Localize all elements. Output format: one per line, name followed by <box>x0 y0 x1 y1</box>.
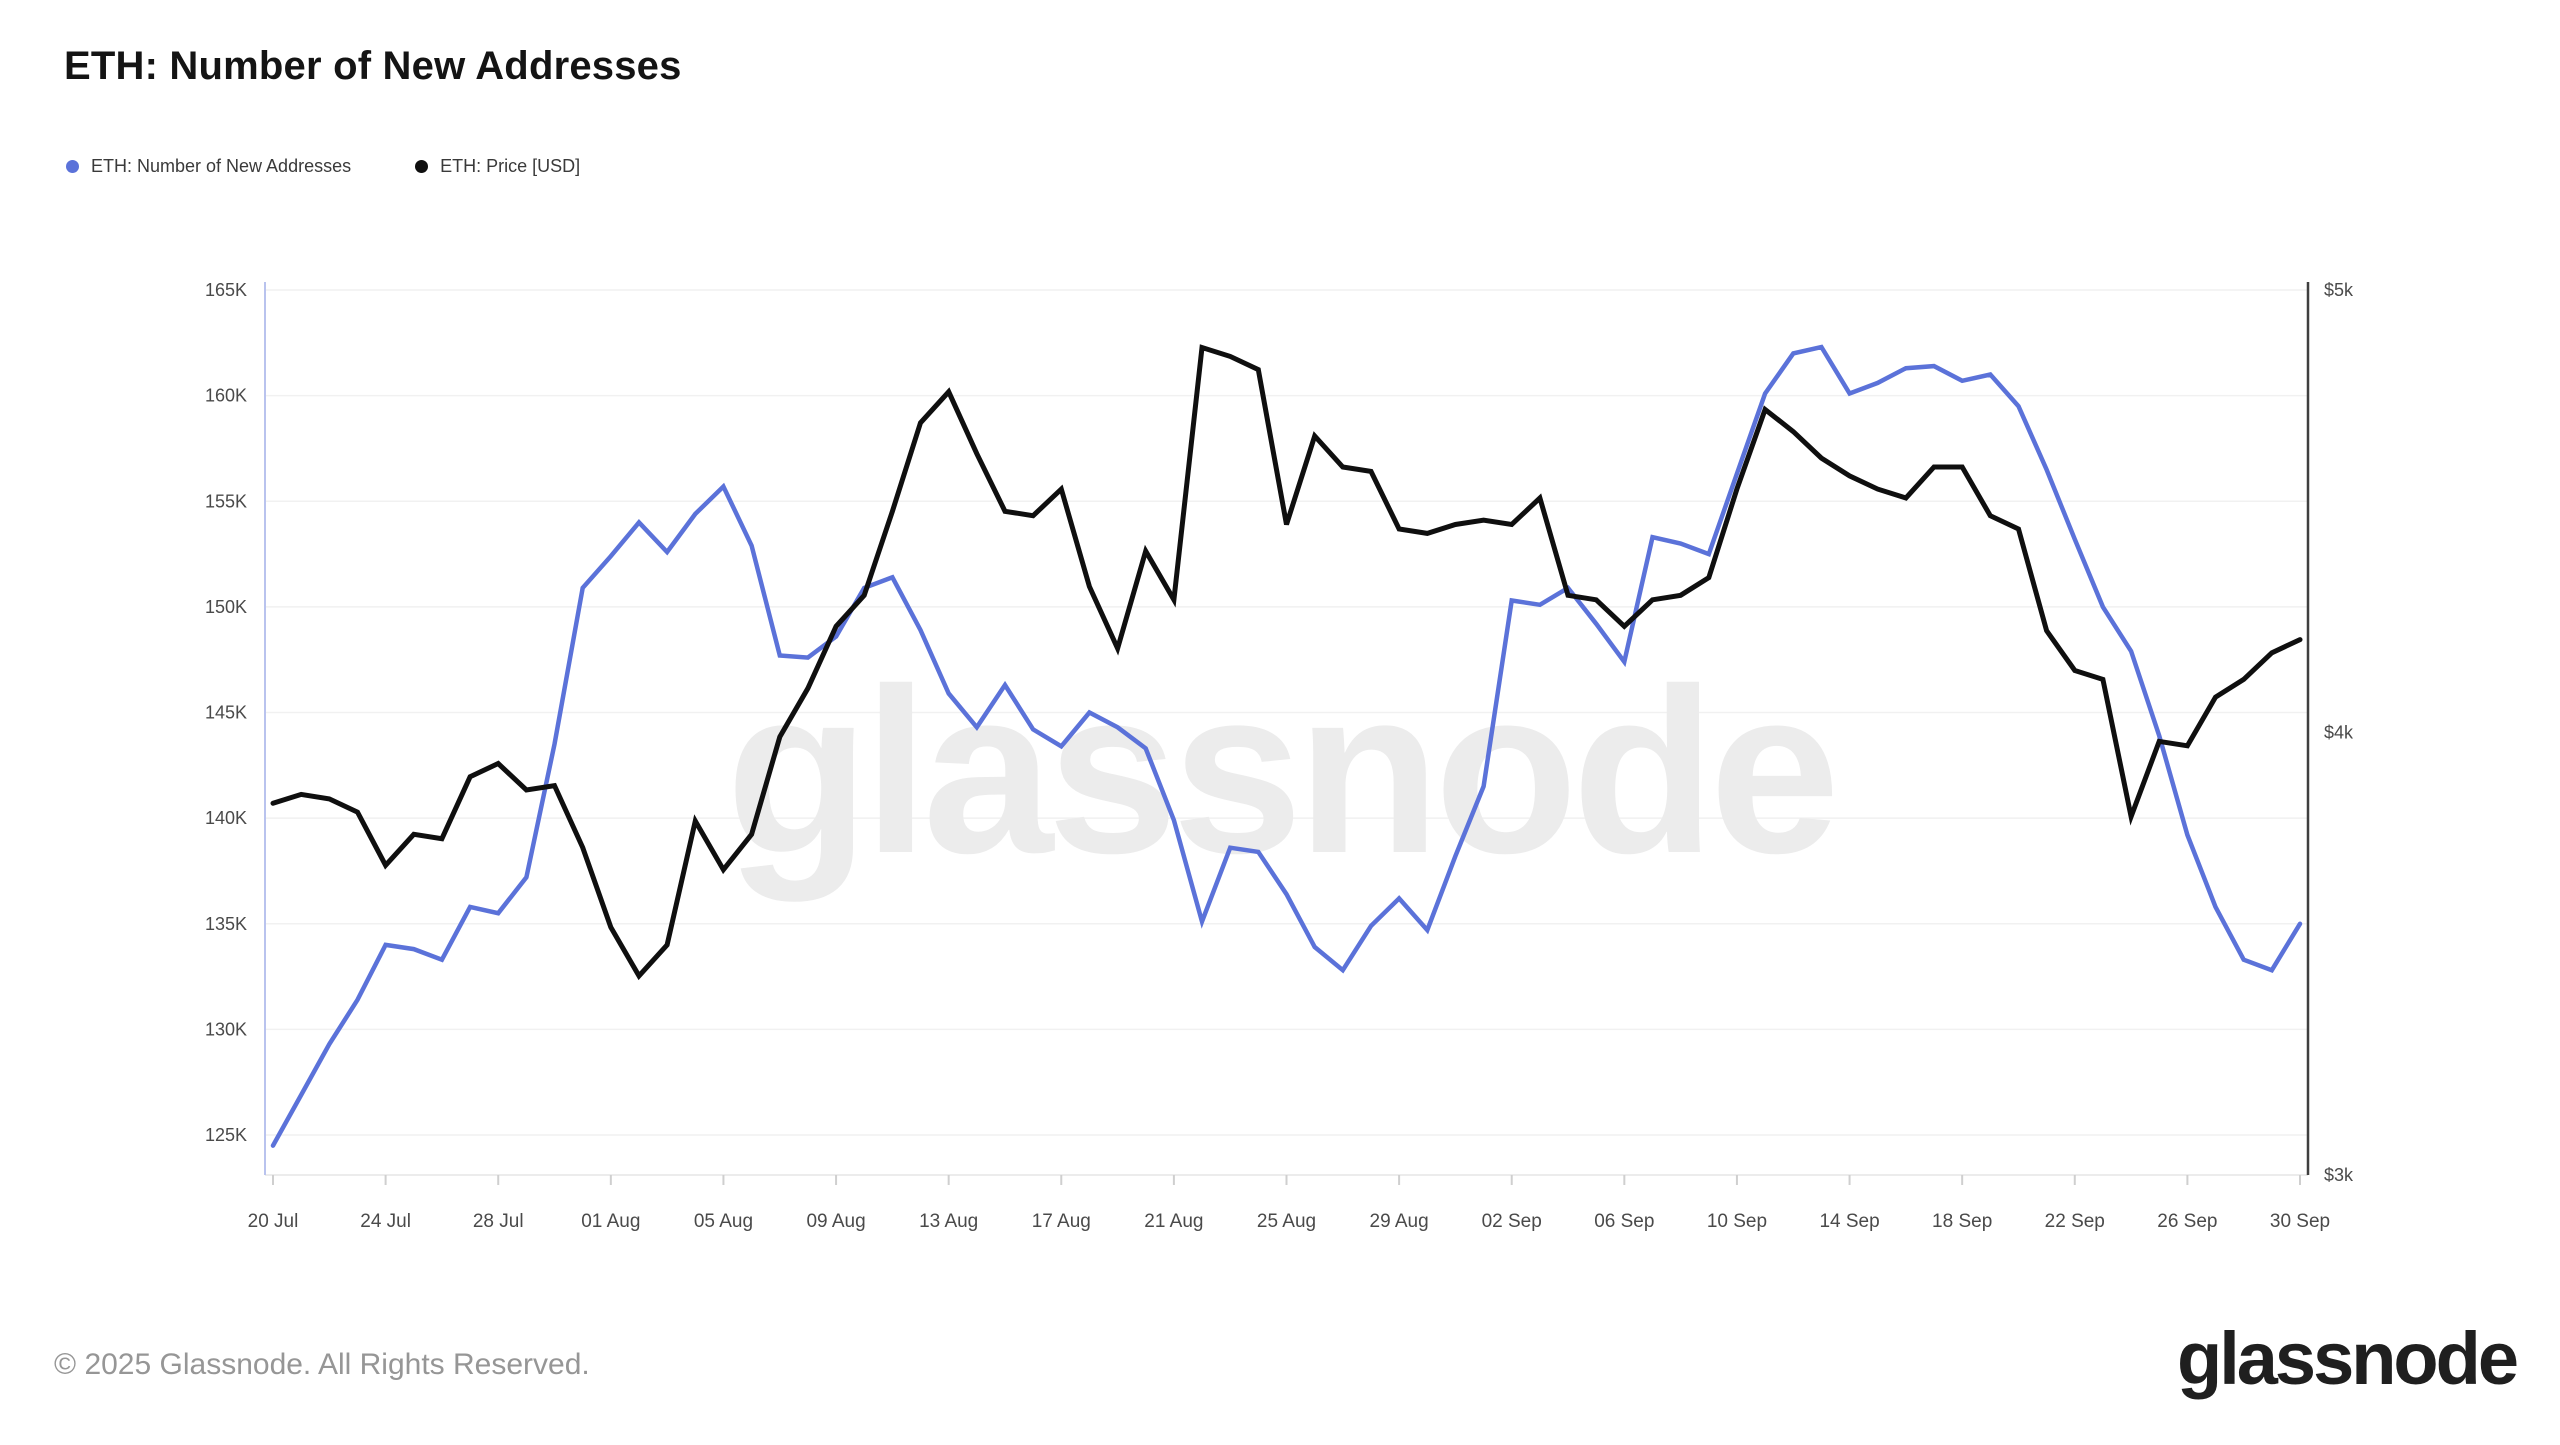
y-axis-right-tick-label: $5k <box>2324 280 2354 300</box>
x-axis-tick-label: 18 Sep <box>1932 1211 1992 1232</box>
y-axis-left-tick-label: 130K <box>205 1019 247 1039</box>
y-axis-left-tick-label: 165K <box>205 280 247 300</box>
glassnode-logo: glassnode <box>2177 1317 2519 1400</box>
series-line-eth-price <box>270 344 2303 981</box>
x-axis-tick-label: 10 Sep <box>1707 1211 1767 1232</box>
x-axis-tick-label: 13 Aug <box>919 1211 978 1232</box>
legend-dot-icon <box>415 160 429 173</box>
y-axis-left-tick-label: 150K <box>205 597 247 617</box>
x-axis-tick-label: 30 Sep <box>2270 1211 2330 1232</box>
legend-dot-icon <box>66 160 79 173</box>
y-axis-left-tick-label: 145K <box>205 703 247 723</box>
x-axis-tick-label: 17 Aug <box>1032 1211 1091 1232</box>
x-axis-tick-label: 21 Aug <box>1144 1211 1203 1232</box>
y-axis-right-tick-label: $4k <box>2324 723 2354 743</box>
x-axis-tick-label: 01 Aug <box>581 1211 640 1232</box>
glassnode-watermark: glassnode <box>726 639 1834 902</box>
x-axis-tick-label: 05 Aug <box>694 1211 753 1232</box>
x-axis-tick-label: 26 Sep <box>2157 1211 2217 1232</box>
x-axis-tick-label: 22 Sep <box>2045 1211 2105 1232</box>
page-title: ETH: Number of New Addresses <box>64 44 682 88</box>
series-line-new-addresses <box>270 344 2303 1148</box>
x-axis-tick-label: 14 Sep <box>1819 1211 1879 1232</box>
x-axis-tick-label: 28 Jul <box>473 1211 524 1232</box>
legend-item-label: ETH: Price [USD] <box>440 156 581 176</box>
y-axis-left-tick-label: 125K <box>205 1125 247 1145</box>
x-axis-tick-label: 29 Aug <box>1370 1211 1429 1232</box>
x-axis-tick-label: 25 Aug <box>1257 1211 1316 1232</box>
y-axis-left-tick-label: 135K <box>205 914 247 934</box>
footer-copyright: © 2025 Glassnode. All Rights Reserved. <box>54 1348 590 1381</box>
legend: ETH: Number of New Addresses ETH: Price [… <box>66 156 580 177</box>
x-axis-tick-label: 06 Sep <box>1594 1211 1654 1232</box>
y-axis-left-tick-label: 155K <box>205 491 247 511</box>
y-axis-right-tick-label: $3k <box>2324 1165 2354 1185</box>
x-axis-tick-label: 02 Sep <box>1482 1211 1542 1232</box>
x-axis-tick-label: 20 Jul <box>248 1211 299 1232</box>
legend-item-price[interactable]: ETH: Price [USD] <box>415 156 580 177</box>
legend-item-label: ETH: Number of New Addresses <box>91 156 352 176</box>
y-axis-left-tick-label: 140K <box>205 808 247 828</box>
x-axis-tick-label: 24 Jul <box>360 1211 411 1232</box>
y-axis-left-tick-label: 160K <box>205 386 247 406</box>
x-axis-tick-label: 09 Aug <box>806 1211 865 1232</box>
legend-item-addresses[interactable]: ETH: Number of New Addresses <box>66 156 351 177</box>
